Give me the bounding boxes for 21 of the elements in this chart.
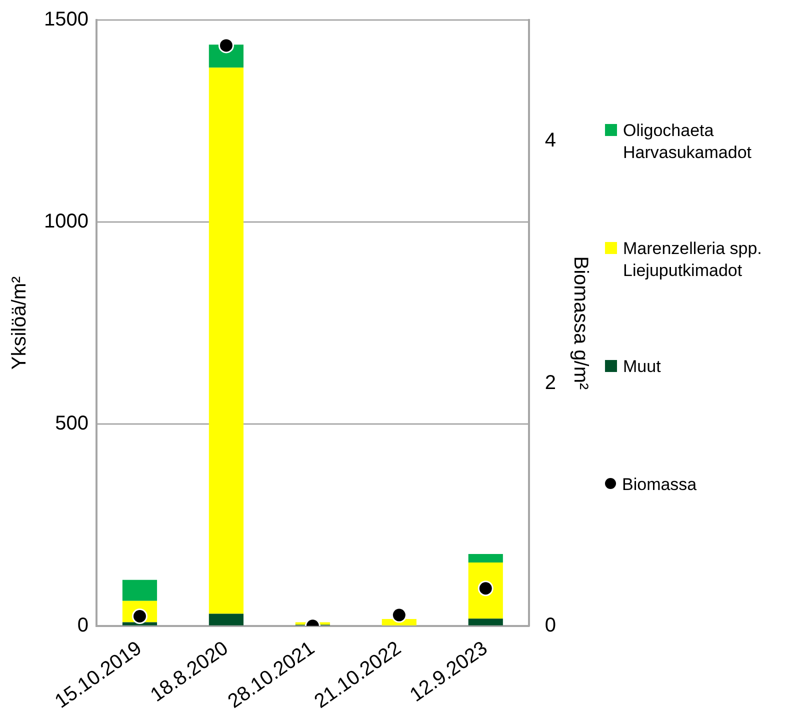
y-tick-label: 1500 — [44, 8, 88, 31]
legend-label: Oligochaeta Harvasukamadot — [623, 120, 752, 164]
y2-tick-label: 2 — [544, 372, 556, 394]
y-tick-label: 1000 — [44, 210, 88, 232]
bar — [122, 580, 158, 601]
y-axis-title: Yksilöä/m² — [8, 276, 31, 370]
y-tick-label: 500 — [55, 412, 88, 434]
y-tick-label: 0 — [77, 614, 88, 636]
legend-label: Marenzelleria spp. Liejuputkimadot — [623, 238, 762, 282]
point — [391, 607, 407, 623]
legend-label: Muut — [623, 356, 661, 378]
bar — [468, 618, 503, 626]
bar — [208, 614, 244, 626]
y2-tick-label: 0 — [544, 614, 556, 636]
bar — [208, 68, 244, 614]
bar — [468, 562, 503, 619]
y2-tick-label: 4 — [544, 130, 556, 152]
legend-label: Biomassa — [622, 474, 697, 496]
bar — [468, 554, 503, 563]
point — [218, 38, 234, 54]
y2-axis-title: Biomassa g/m² — [569, 256, 592, 390]
